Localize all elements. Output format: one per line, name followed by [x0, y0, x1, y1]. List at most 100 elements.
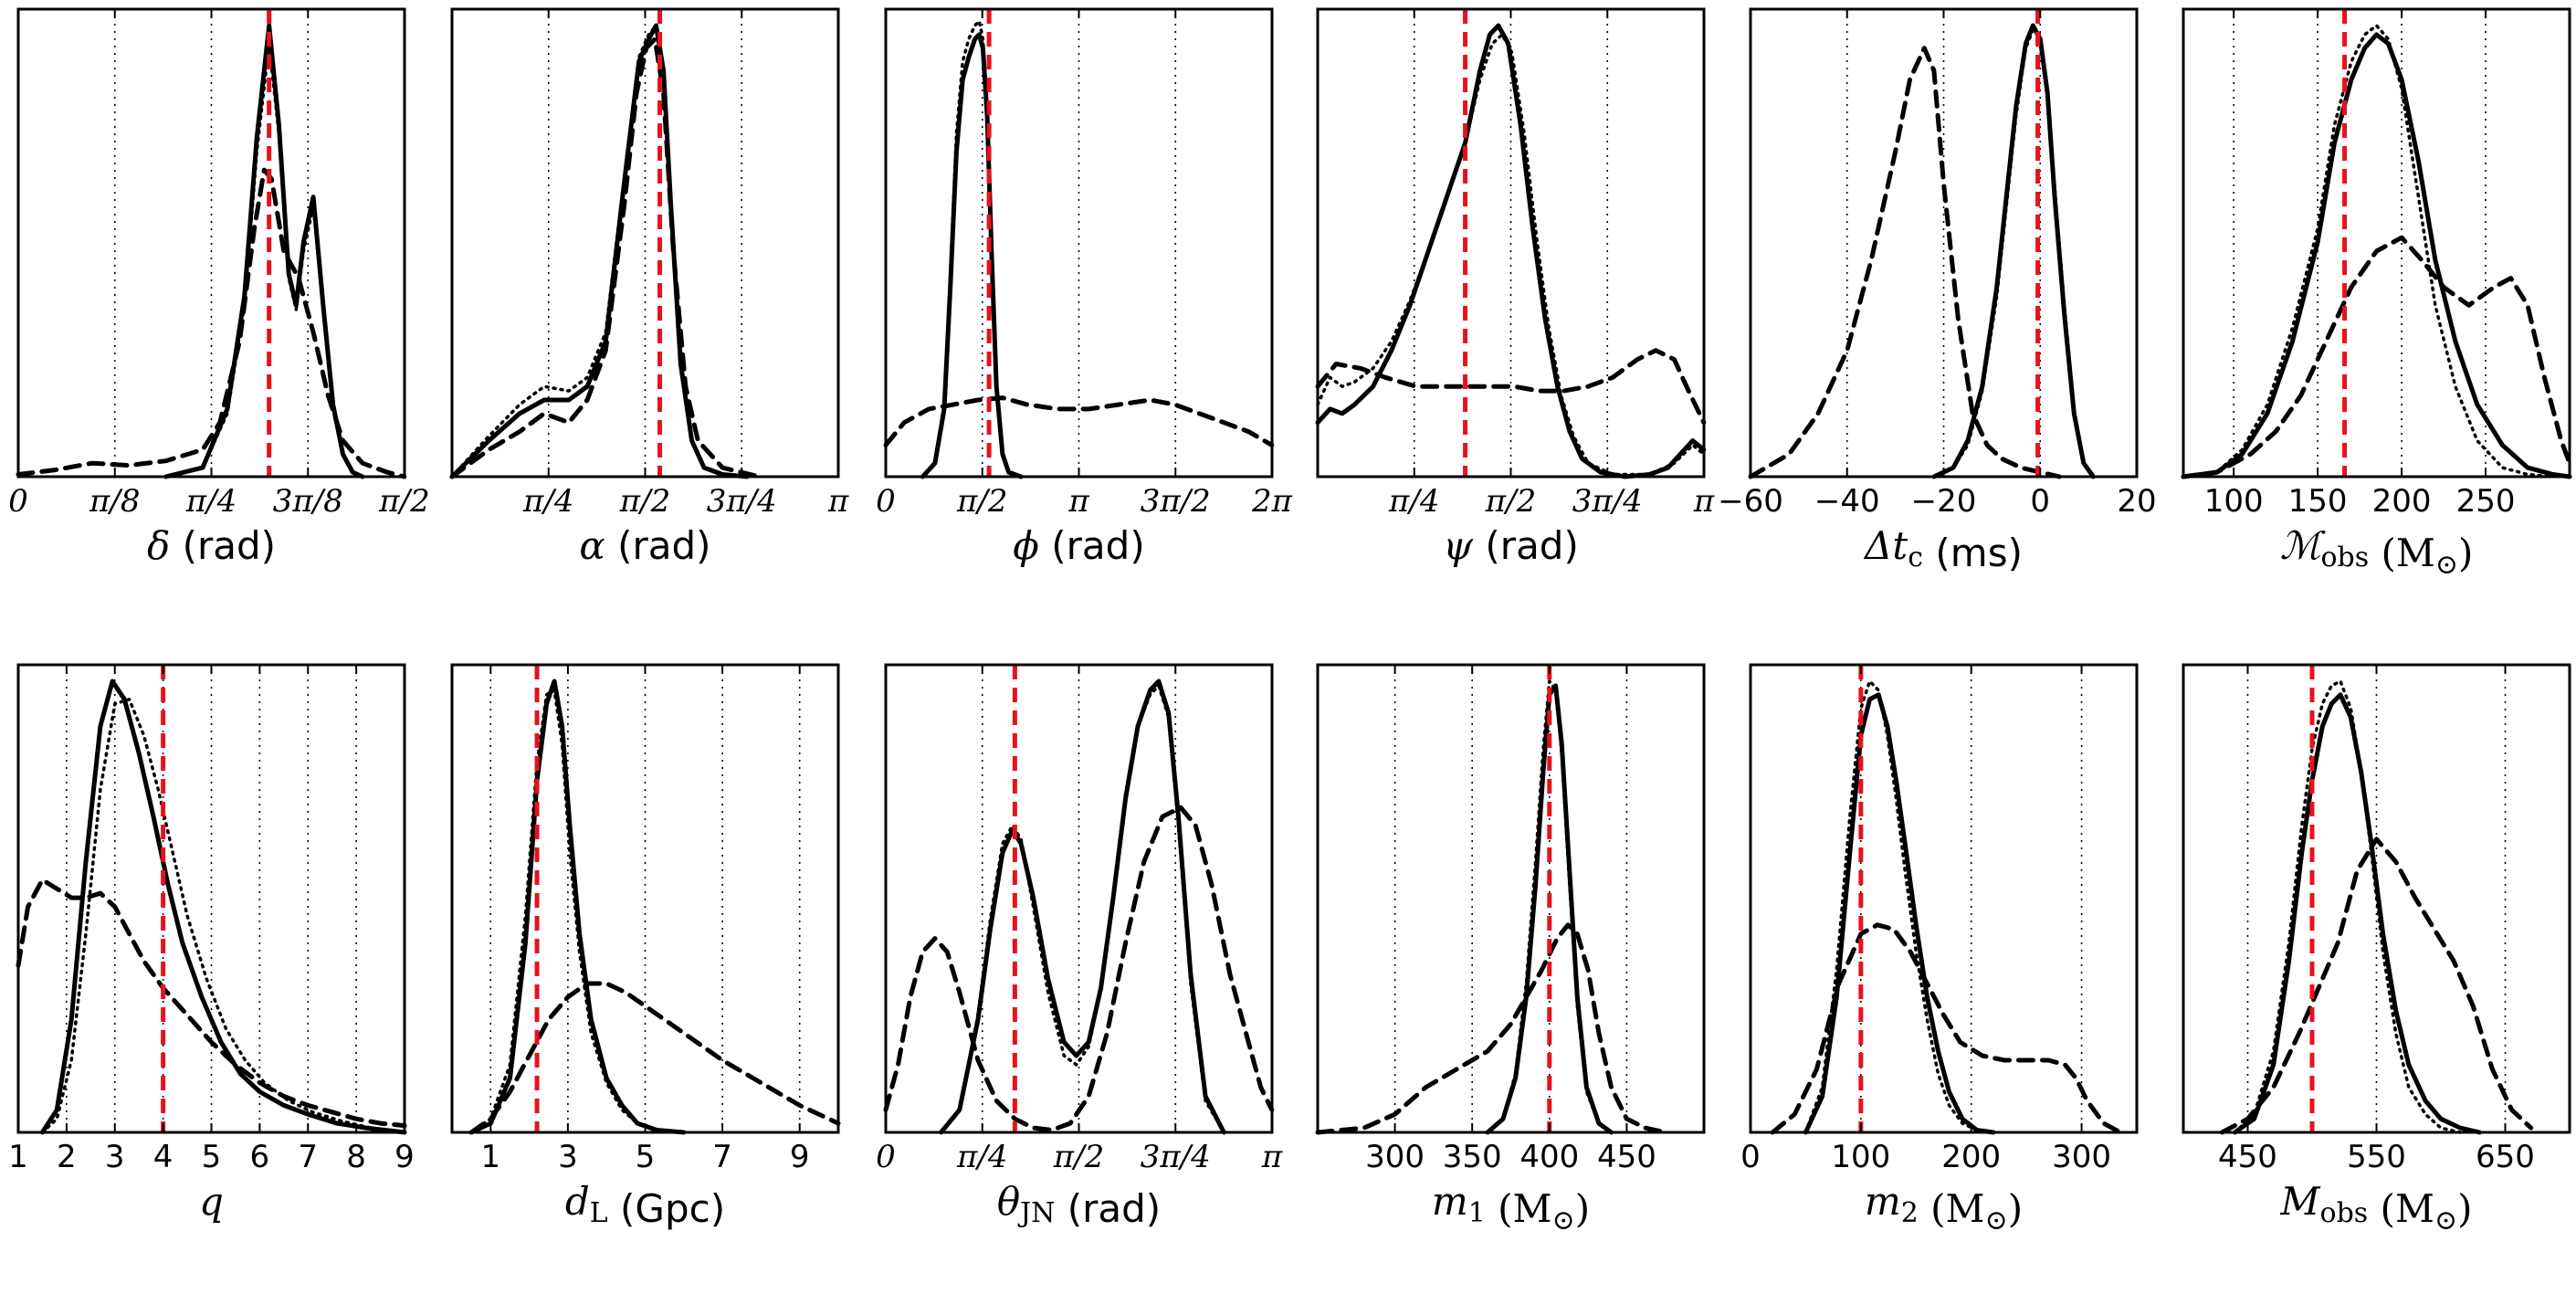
tick-label: 1: [8, 1139, 28, 1175]
tick-label: 8: [346, 1139, 366, 1175]
tick-label: 9: [394, 1139, 415, 1175]
dashed-posterior-curve: [1770, 922, 2123, 1135]
dashed-posterior-curve: [1315, 922, 1668, 1135]
tick-label: 100: [1831, 1139, 1890, 1175]
tick-label: 0: [876, 483, 896, 520]
tick-label: 250: [2456, 483, 2516, 520]
tick-label: 7: [712, 1139, 732, 1175]
tick-label: 300: [2052, 1139, 2111, 1175]
dashed-posterior-curve: [1315, 348, 1707, 426]
tick-label: 550: [2347, 1139, 2406, 1175]
tick-label: 450: [2218, 1139, 2277, 1175]
x-axis-label: m1 (M⊙): [1432, 1179, 1590, 1236]
tick-label: 0: [2030, 483, 2050, 520]
dashed-posterior-curve: [1748, 46, 2062, 479]
tick-label: 100: [2204, 483, 2264, 520]
tick-label: −20: [1911, 483, 1977, 520]
tick-label: 3π/4: [1572, 483, 1643, 520]
tick-label: 150: [2288, 483, 2348, 520]
solid-posterior-curve: [39, 679, 407, 1135]
axes-frame: [1749, 663, 2139, 1134]
dotted-posterior-curve: [450, 24, 749, 479]
tick-label: 2: [57, 1139, 77, 1175]
dashed-posterior-curve: [2181, 235, 2572, 479]
tick-label: π/2: [619, 483, 670, 520]
tick-label: π/2: [956, 483, 1007, 520]
tick-label: π/2: [1485, 483, 1536, 520]
tick-label: −40: [1814, 483, 1880, 520]
tick-label: 3π/4: [707, 483, 777, 520]
dotted-posterior-curve: [2233, 679, 2462, 1134]
panel-luminosity-distance: 1 3 5 7 9 dL (Gpc): [450, 663, 841, 1231]
dashed-posterior-curve: [449, 37, 762, 479]
x-axis-label: ℳobs (M⊙): [2280, 523, 2474, 581]
solid-posterior-curve: [1803, 692, 1996, 1135]
tick-label: π/2: [378, 483, 429, 520]
tick-label: 3: [105, 1139, 125, 1175]
dotted-posterior-curve: [2182, 24, 2555, 479]
dotted-posterior-curve: [939, 684, 1226, 1134]
x-axis-label: Δtc (ms): [1863, 523, 2023, 575]
tick-label: π/4: [185, 483, 237, 520]
tick-label: 450: [1597, 1139, 1656, 1175]
solid-posterior-curve: [2181, 32, 2572, 479]
solid-posterior-curve: [449, 23, 750, 479]
panel-phi: 0 π/2 π 3π/2 2π ϕ (rad): [876, 7, 1293, 568]
dashed-posterior-curve: [16, 167, 407, 479]
x-axis-label: q: [199, 1179, 224, 1224]
dotted-posterior-curve: [1932, 28, 2096, 479]
tick-label: π/4: [956, 1139, 1007, 1175]
tick-label: 400: [1519, 1139, 1579, 1175]
tick-label: 200: [2372, 483, 2432, 520]
tick-label: π: [1261, 1139, 1283, 1175]
tick-label: 3π/8: [273, 483, 343, 520]
tick-label: 7: [298, 1139, 318, 1175]
dotted-posterior-curve: [469, 689, 686, 1134]
x-axis-label: Mobs (M⊙): [2280, 1179, 2473, 1236]
tick-label: π: [1693, 483, 1715, 520]
dotted-posterior-curve: [1803, 679, 1995, 1134]
dashed-posterior-curve: [883, 395, 1275, 447]
panel-theta-jn: 0 π/4 π/2 3π/4 π θJN (rad): [876, 663, 1283, 1231]
tick-label: π: [827, 483, 849, 520]
x-axis-label: δ (rad): [147, 523, 276, 568]
tick-label: 20: [2117, 483, 2156, 520]
dotted-posterior-curve: [920, 19, 1023, 479]
axes-frame: [1316, 663, 1706, 1134]
tick-label: π/4: [522, 483, 573, 520]
tick-label: 200: [1941, 1139, 2001, 1175]
tick-label: 6: [250, 1139, 270, 1175]
x-axis-label: dL (Gpc): [565, 1179, 725, 1231]
tick-label: 5: [636, 1139, 656, 1175]
tick-label: 350: [1443, 1139, 1502, 1175]
tick-label: π/4: [1388, 483, 1439, 520]
tick-label: 300: [1365, 1139, 1425, 1175]
x-axis-label: ϕ (rad): [1013, 523, 1144, 568]
panel-m2: 0 100 200 300 m2 (M⊙): [1740, 663, 2139, 1236]
tick-label: 5: [202, 1139, 222, 1175]
tick-label: 4: [153, 1139, 173, 1175]
tick-label: π: [1067, 483, 1089, 520]
tick-label: 3π/4: [1141, 1139, 1211, 1175]
tick-label: −60: [1718, 483, 1783, 520]
solid-posterior-curve: [939, 679, 1226, 1135]
tick-label: 3π/2: [1141, 483, 1211, 520]
solid-posterior-curve: [468, 679, 687, 1135]
x-axis-label: ψ (rad): [1443, 523, 1579, 568]
dotted-posterior-curve: [1316, 33, 1706, 477]
dashed-posterior-curve: [2219, 836, 2534, 1135]
tick-label: π/8: [89, 483, 140, 520]
panel-alpha: π/4 π/2 3π/4 π α (rad): [449, 7, 849, 568]
solid-posterior-curve: [2232, 692, 2482, 1135]
axes-frame: [2182, 7, 2571, 479]
tick-label: 0: [876, 1139, 896, 1175]
solid-posterior-curve: [920, 32, 1024, 479]
tick-label: 1: [480, 1139, 500, 1175]
tick-label: 3: [558, 1139, 578, 1175]
dashed-posterior-curve: [883, 805, 1275, 1132]
panel-delta: 0 π/8 π/4 3π/8 π/2 δ (rad): [8, 7, 430, 568]
